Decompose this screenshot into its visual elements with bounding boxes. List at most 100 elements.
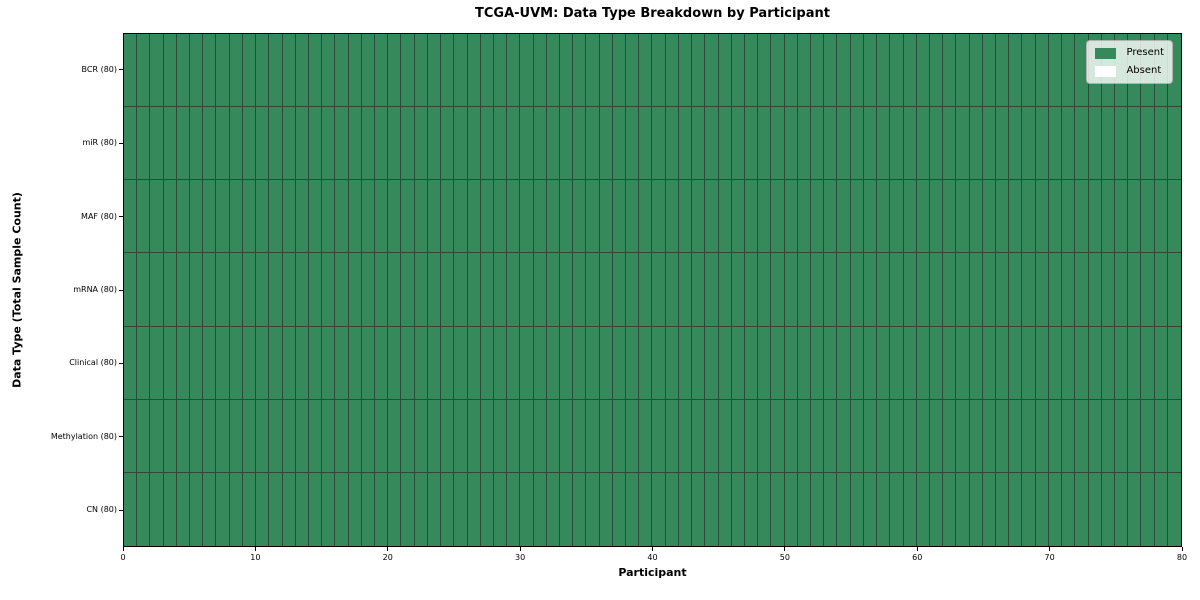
heatmap-cell — [612, 472, 627, 546]
heatmap-cell — [943, 180, 957, 254]
legend-entry: Present — [1095, 47, 1164, 59]
heatmap-cell — [441, 253, 455, 327]
y-tick-mark — [119, 69, 123, 71]
heatmap-cell — [282, 253, 296, 327]
heatmap-cell — [1154, 253, 1168, 327]
heatmap-cell — [929, 253, 944, 327]
heatmap-cell — [454, 399, 468, 473]
heatmap-cell — [480, 107, 494, 181]
heatmap-cell — [956, 34, 970, 108]
heatmap-cell — [493, 326, 508, 400]
heatmap-cell — [758, 107, 772, 181]
heatmap-cell — [573, 326, 587, 400]
heatmap-cell — [520, 180, 534, 254]
heatmap-cell — [811, 399, 825, 473]
heatmap-cell — [652, 180, 666, 254]
heatmap-cell — [903, 326, 917, 400]
heatmap-cell — [1035, 253, 1049, 327]
heatmap-cell — [361, 34, 376, 108]
heatmap-cell — [335, 107, 349, 181]
heatmap-cell — [996, 34, 1010, 108]
heatmap-cell — [969, 326, 983, 400]
heatmap-cell — [282, 472, 296, 546]
heatmap-cell — [137, 326, 151, 400]
heatmap-cell — [427, 107, 442, 181]
heatmap-cell — [1088, 472, 1102, 546]
heatmap-cell — [744, 399, 759, 473]
heatmap-cell — [718, 180, 732, 254]
heatmap-cell — [705, 180, 719, 254]
heatmap-cell — [850, 472, 864, 546]
heatmap-cell — [546, 472, 560, 546]
heatmap-cell — [124, 326, 138, 400]
heatmap-cell — [1075, 253, 1089, 327]
heatmap-cell — [1101, 472, 1115, 546]
heatmap-cell — [573, 399, 587, 473]
heatmap-cell — [520, 34, 534, 108]
heatmap-cell — [493, 399, 508, 473]
heatmap-cell — [282, 34, 296, 108]
heatmap-cell — [612, 326, 627, 400]
heatmap-cell — [375, 107, 389, 181]
heatmap-cell — [837, 399, 851, 473]
legend-label: Absent — [1126, 65, 1162, 76]
heatmap-cell — [295, 326, 309, 400]
heatmap-cell — [969, 180, 983, 254]
heatmap-cell — [758, 253, 772, 327]
heatmap-cell — [784, 472, 798, 546]
heatmap-cell — [150, 180, 164, 254]
y-tick-label: BCR (80) — [81, 64, 117, 74]
heatmap-cell — [1048, 180, 1063, 254]
heatmap-cell — [797, 107, 812, 181]
heatmap-cell — [203, 107, 217, 181]
heatmap-cell — [256, 472, 270, 546]
y-tick-mark — [119, 436, 123, 438]
heatmap-cell — [850, 253, 864, 327]
heatmap-cell — [137, 253, 151, 327]
heatmap-cell — [361, 326, 376, 400]
heatmap-cell — [348, 180, 362, 254]
heatmap-cell — [824, 107, 838, 181]
heatmap-cell — [1035, 472, 1049, 546]
heatmap-cell — [863, 180, 878, 254]
heatmap-cell — [639, 399, 653, 473]
y-tick-label: MAF (80) — [81, 211, 117, 221]
heatmap-cell — [956, 107, 970, 181]
heatmap-cell — [256, 399, 270, 473]
heatmap-cell — [837, 107, 851, 181]
heatmap-cell — [599, 180, 613, 254]
heatmap-cell — [150, 253, 164, 327]
heatmap-cell — [269, 472, 283, 546]
heatmap-cell — [308, 107, 323, 181]
heatmap-cell — [599, 253, 613, 327]
heatmap-cell — [982, 326, 997, 400]
heatmap-cell — [375, 180, 389, 254]
heatmap-cell — [916, 34, 930, 108]
heatmap-cell — [137, 180, 151, 254]
heatmap-cell — [996, 326, 1010, 400]
heatmap-cell — [652, 399, 666, 473]
heatmap-cell — [692, 399, 706, 473]
heatmap-cell — [560, 180, 574, 254]
heatmap-cell — [203, 180, 217, 254]
heatmap-cell — [375, 34, 389, 108]
heatmap-cell — [903, 107, 917, 181]
heatmap-cell — [678, 399, 693, 473]
heatmap-cell — [322, 399, 336, 473]
heatmap-cell — [863, 326, 878, 400]
x-tick-label: 0 — [120, 553, 126, 562]
heatmap-cell — [1048, 253, 1063, 327]
heatmap-cell — [507, 399, 521, 473]
x-tick-mark — [519, 547, 521, 551]
heatmap-cell — [850, 399, 864, 473]
heatmap-cell — [427, 34, 442, 108]
heatmap-cell — [982, 472, 997, 546]
heatmap-cell — [1167, 326, 1181, 400]
heatmap-cell — [282, 180, 296, 254]
heatmap-cell — [903, 34, 917, 108]
heatmap-cell — [665, 399, 679, 473]
heatmap-cell — [269, 107, 283, 181]
heatmap-cell — [1167, 472, 1181, 546]
x-tick-label: 40 — [647, 553, 658, 562]
